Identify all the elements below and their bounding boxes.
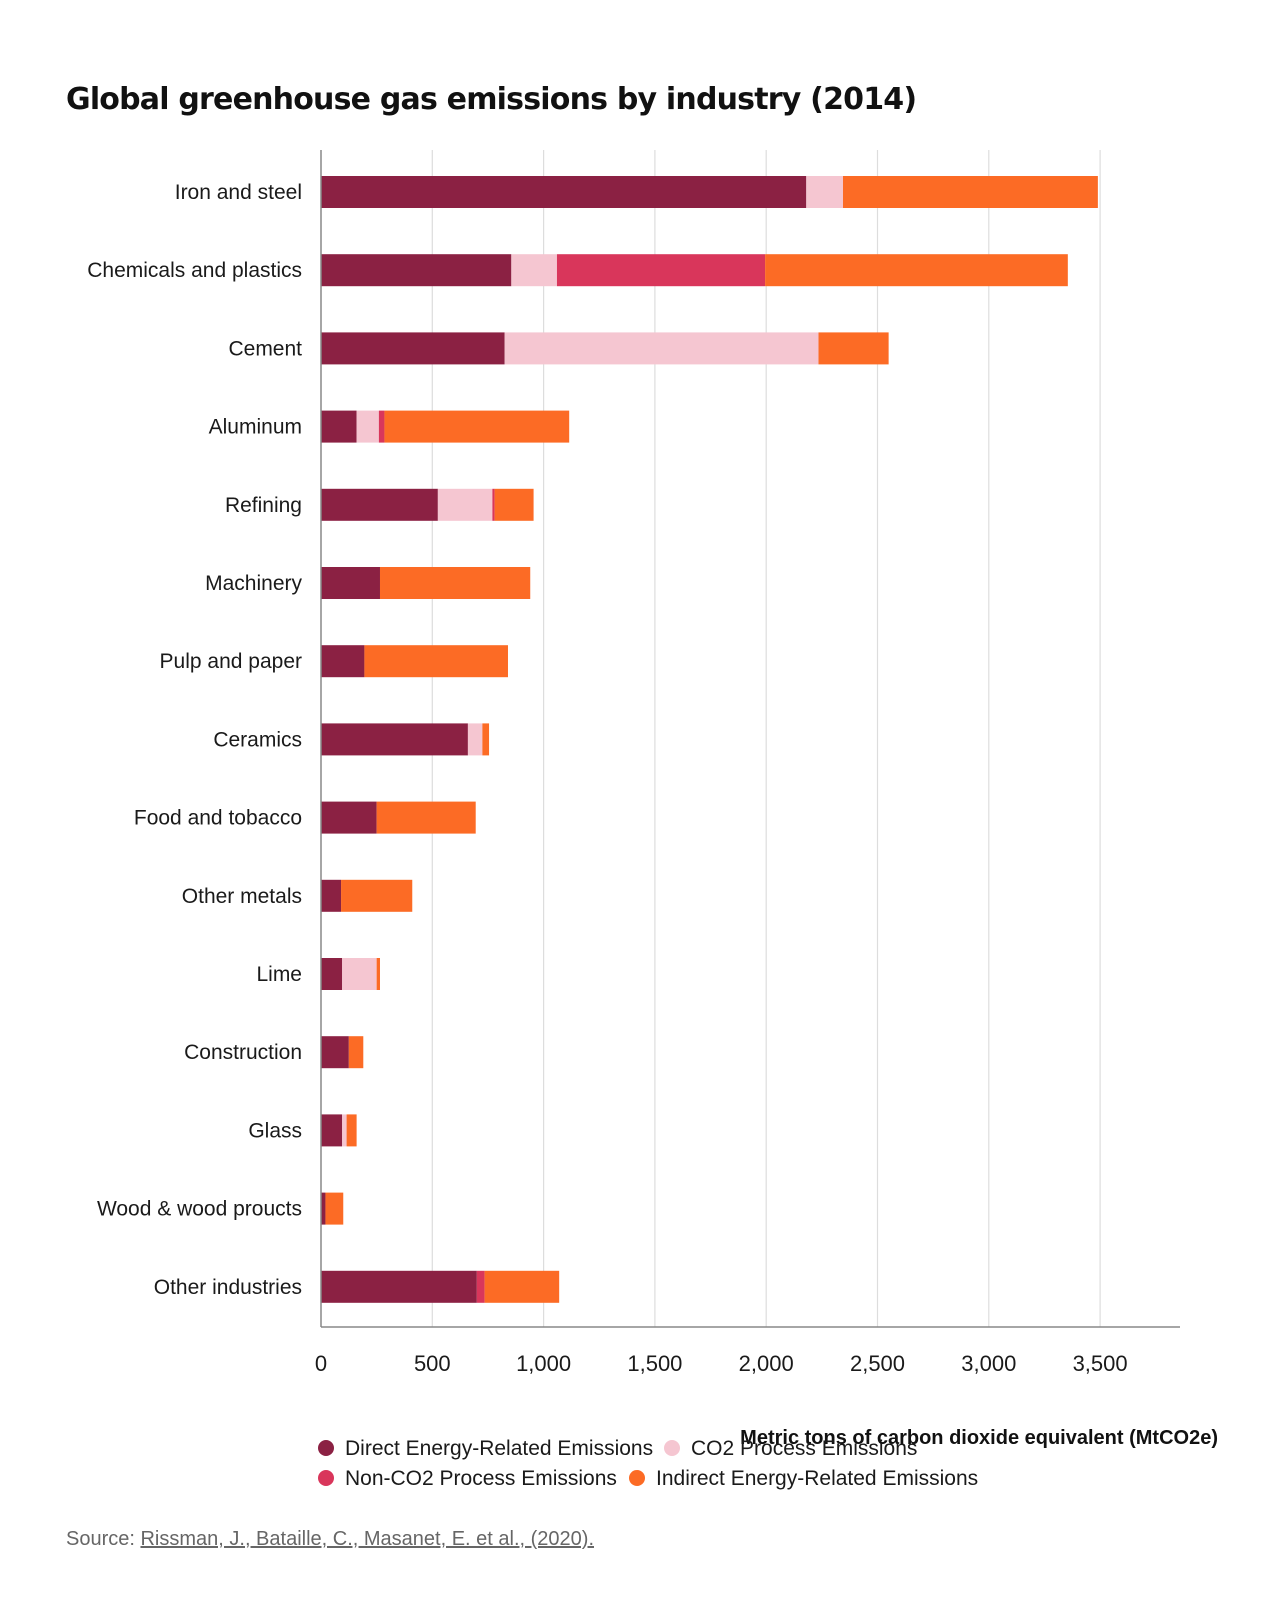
bar-glass-direct-energy-related-emissions [321, 1114, 343, 1147]
bar-other-industries-indirect-energy-related-emissions [484, 1270, 560, 1303]
axes: 0 500 1,000 1,500 2,000 2,500 3,000 3,500 [315, 150, 1180, 1376]
legend-swatch [318, 1470, 334, 1486]
bar-chemicals-and-plastics-co2-process-emissions [511, 254, 557, 287]
category-label: Food and tobacco [134, 807, 302, 830]
x-tick-label: 1,500 [627, 1351, 682, 1376]
category-label: Other industries [154, 1276, 302, 1299]
x-tick-label: 0 [315, 1351, 327, 1376]
bar-glass-co2-process-emissions [342, 1114, 347, 1147]
bar-machinery-indirect-energy-related-emissions [379, 567, 531, 599]
x-tick-label: 3,000 [961, 1351, 1016, 1376]
source-citation-link[interactable]: Rissman, J., Bataille, C., Masanet, E. e… [140, 1528, 594, 1550]
x-tick-label: 2,000 [739, 1351, 794, 1376]
bar-aluminum-co2-process-emissions [356, 410, 379, 443]
bar-other-metals-direct-energy-related-emissions [321, 879, 342, 912]
category-label: Machinery [205, 572, 302, 595]
bar-ceramics-co2-process-emissions [467, 723, 483, 756]
bar-chemicals-and-plastics-direct-energy-related-emissions [321, 254, 512, 287]
source-note: Source: Rissman, J., Bataille, C., Masan… [66, 1528, 594, 1550]
bar-aluminum-indirect-energy-related-emissions [384, 410, 570, 443]
legend-swatch [629, 1470, 645, 1486]
category-label: Pulp and paper [160, 650, 302, 673]
bar-iron-and-steel-direct-energy-related-emissions [321, 176, 807, 208]
gridlines [431, 150, 1101, 1327]
bar-other-industries-non-co2-process-emissions [476, 1270, 485, 1303]
category-labels: Iron and steel Chemicals and plastics Ceme… [87, 181, 302, 1299]
bar-wood-and-wood-proucts-indirect-energy-related-emissions [325, 1192, 344, 1225]
category-label: Chemicals and plastics [87, 259, 302, 282]
source-prefix: Source: [66, 1528, 140, 1550]
bar-ceramics-indirect-energy-related-emissions [482, 723, 490, 756]
bar-lime-co2-process-emissions [342, 958, 377, 990]
bar-cement-direct-energy-related-emissions [321, 332, 505, 365]
bar-aluminum-non-co2-process-emissions [378, 410, 385, 443]
category-label: Ceramics [213, 728, 302, 751]
bar-chemicals-and-plastics-non-co2-process-emissions [556, 254, 766, 287]
bar-machinery-direct-energy-related-emissions [321, 567, 380, 599]
bar-other-industries-direct-energy-related-emissions [321, 1270, 477, 1303]
legend-label: Non-CO2 Process Emissions [345, 1467, 617, 1490]
bar-cement-indirect-energy-related-emissions [818, 332, 889, 365]
legend-label: CO2 Process Emissions [691, 1437, 917, 1460]
category-label: Aluminum [209, 416, 302, 439]
bar-other-metals-indirect-energy-related-emissions [341, 879, 413, 912]
bar-refining-direct-energy-related-emissions [321, 488, 438, 521]
bar-refining-co2-process-emissions [437, 488, 493, 521]
bar-refining-non-co2-process-emissions [492, 488, 495, 521]
legend-item-co2-process-emissions: CO2 Process Emissions [664, 1437, 917, 1460]
bar-pulp-and-paper-direct-energy-related-emissions [321, 645, 365, 678]
x-tick-label: 2,500 [850, 1351, 905, 1376]
bar-lime-indirect-energy-related-emissions [376, 958, 380, 990]
legend-item-indirect-energy-related-emissions: Indirect Energy-Related Emissions [629, 1467, 978, 1490]
bar-lime-direct-energy-related-emissions [321, 958, 343, 990]
category-label: Glass [248, 1119, 302, 1142]
category-label: Wood & wood proucts [97, 1198, 302, 1221]
category-label: Cement [228, 337, 302, 360]
legend-item-direct-energy-related-emissions: Direct Energy-Related Emissions [318, 1437, 653, 1460]
category-label: Refining [225, 494, 302, 517]
x-tick-label: 500 [414, 1351, 451, 1376]
category-label: Lime [256, 963, 302, 986]
x-axis-title: Metric tons of carbon dioxide equivalent… [740, 1427, 1218, 1449]
bar-aluminum-direct-energy-related-emissions [321, 410, 357, 443]
category-label: Iron and steel [175, 181, 302, 204]
category-label: Construction [184, 1041, 302, 1064]
bar-cement-co2-process-emissions [504, 332, 819, 365]
bars [321, 176, 1098, 1303]
bar-construction-indirect-energy-related-emissions [348, 1036, 364, 1069]
bar-iron-and-steel-indirect-energy-related-emissions [842, 176, 1098, 208]
bar-glass-indirect-energy-related-emissions [346, 1114, 357, 1147]
bar-ceramics-direct-energy-related-emissions [321, 723, 468, 756]
category-label: Other metals [182, 885, 302, 908]
x-tick-label: 1,000 [516, 1351, 571, 1376]
legend: Direct Energy-Related Emissions CO2 Proce… [318, 1437, 978, 1490]
legend-swatch [664, 1440, 680, 1456]
bar-food-and-tobacco-indirect-energy-related-emissions [376, 801, 476, 834]
bar-iron-and-steel-co2-process-emissions [806, 176, 843, 208]
chart-title: Global greenhouse gas emissions by indus… [66, 82, 916, 117]
legend-swatch [318, 1440, 334, 1456]
bar-food-and-tobacco-direct-energy-related-emissions [321, 801, 377, 834]
legend-label: Direct Energy-Related Emissions [345, 1437, 653, 1460]
bar-refining-indirect-energy-related-emissions [494, 488, 534, 521]
bar-chemicals-and-plastics-indirect-energy-related-emissions [765, 254, 1068, 287]
legend-label: Indirect Energy-Related Emissions [656, 1467, 978, 1490]
legend-item-non-co2-process-emissions: Non-CO2 Process Emissions [318, 1467, 617, 1490]
bar-construction-direct-energy-related-emissions [321, 1036, 349, 1069]
bar-pulp-and-paper-indirect-energy-related-emissions [364, 645, 508, 678]
x-tick-label: 3,500 [1073, 1351, 1128, 1376]
bar-wood-and-wood-proucts-direct-energy-related-emissions [321, 1192, 326, 1225]
